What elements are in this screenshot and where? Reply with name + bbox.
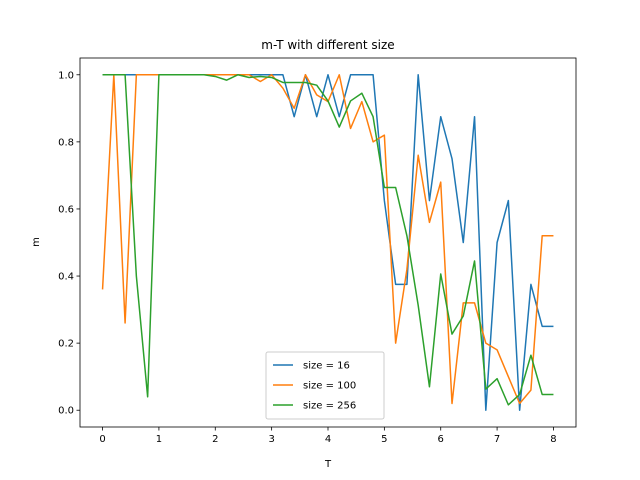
y-tick-label: 0.4: [58, 272, 74, 283]
x-axis-label: T: [324, 459, 332, 470]
x-tick-label: 7: [494, 434, 500, 445]
x-tick-label: 4: [325, 434, 331, 445]
legend-label-1: size = 100: [303, 381, 356, 392]
plot-area: 0 1 2 3 4 5 6 7 8 0.0 0.2 0.4 0.6 0.8 1.0: [58, 57, 577, 445]
legend-label-0: size = 16: [303, 361, 350, 372]
y-tick-label: 0.6: [58, 204, 74, 215]
y-tick-label: 0.2: [58, 339, 74, 350]
x-tick-label: 8: [550, 434, 556, 445]
x-tick-label: 2: [212, 434, 218, 445]
x-tick-label: 6: [438, 434, 444, 445]
x-tick-label: 1: [156, 434, 162, 445]
y-axis-label: m: [31, 237, 42, 247]
legend-label-2: size = 256: [303, 401, 356, 412]
y-tick-label: 1.0: [58, 70, 74, 81]
y-tick-label: 0.8: [58, 137, 74, 148]
legend: size = 16 size = 100 size = 256: [265, 351, 385, 420]
y-tick-label: 0.0: [58, 406, 74, 417]
legend-box: [265, 351, 385, 420]
x-tick-label: 0: [99, 434, 105, 445]
x-tick-label: 5: [381, 434, 387, 445]
chart-title: m-T with different size: [261, 38, 394, 52]
series-line-2: [102, 74, 554, 406]
x-tick-label: 3: [268, 434, 274, 445]
